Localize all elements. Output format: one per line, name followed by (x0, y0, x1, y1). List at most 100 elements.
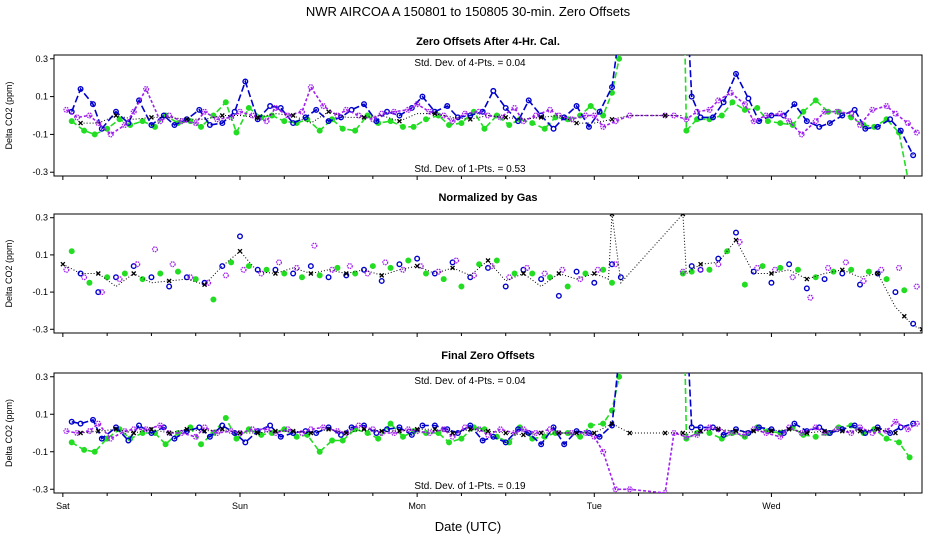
data-point-blue (361, 266, 368, 273)
data-point-purple (130, 108, 137, 115)
data-point-blue (538, 441, 545, 448)
data-point-green (883, 276, 890, 283)
data-point-blue (361, 101, 368, 108)
data-point-purple (883, 102, 890, 110)
data-point-purple (213, 429, 221, 437)
data-point-purple (461, 110, 469, 117)
x-tick-label: Tue (587, 501, 602, 511)
data-point-purple (568, 116, 575, 123)
data-point-green (476, 261, 483, 268)
data-point-purple (178, 118, 185, 125)
data-point-black (131, 430, 137, 436)
data-point-blue (619, 19, 624, 24)
data-point-green (741, 106, 748, 113)
data-point-purple (798, 429, 805, 437)
data-point-purple (81, 274, 88, 281)
data-point-green (121, 270, 128, 277)
data-point-green (440, 276, 447, 283)
data-point-green (192, 276, 199, 283)
data-point-blue (851, 106, 858, 113)
data-point-blue (502, 283, 509, 290)
panel-title: Final Zero Offsets (441, 350, 535, 362)
data-point-green (174, 268, 181, 275)
data-point-purple (157, 422, 164, 429)
data-point-blue (408, 431, 415, 438)
annotation-top: Std. Dev. of 4-Pts. = 0.04 (414, 58, 526, 69)
data-point-black (326, 426, 332, 432)
data-point-purple (453, 257, 460, 264)
data-point-blue (816, 123, 823, 130)
data-point-purple (143, 85, 150, 93)
data-point-purple (329, 266, 336, 273)
data-point-blue (750, 268, 757, 275)
y-tick-label: -0.1 (32, 287, 48, 297)
data-point-black (556, 271, 562, 276)
data-point-blue (585, 123, 592, 130)
data-point-green (895, 439, 902, 446)
data-point-blue (89, 416, 96, 423)
data-point-purple (771, 266, 779, 273)
data-point-purple (856, 424, 864, 431)
data-point-green (906, 454, 913, 461)
data-point-green (458, 120, 465, 127)
data-point-blue (337, 114, 344, 121)
data-point-purple (559, 266, 566, 273)
data-point-purple (577, 276, 584, 283)
data-point-green (609, 279, 616, 286)
data-point-black (715, 426, 721, 432)
data-point-purple (600, 123, 607, 130)
data-point-purple (143, 426, 150, 433)
data-point-purple (307, 426, 314, 433)
data-point-black (326, 109, 332, 115)
data-point-black (574, 430, 580, 436)
data-point-blue (242, 78, 249, 85)
data-point-purple (798, 131, 805, 138)
data-point-blue (378, 277, 385, 284)
data-point-blue (77, 86, 84, 93)
data-point-green (493, 257, 500, 264)
data-point-blue (550, 125, 557, 132)
data-point-green (446, 439, 453, 446)
data-point-purple (320, 424, 327, 431)
data-point-green (316, 272, 323, 279)
data-point-green (387, 264, 394, 271)
data-point-green (907, 185, 912, 190)
plot-frame (53, 54, 923, 177)
data-point-purple (546, 106, 554, 113)
data-point-blue (887, 430, 894, 437)
data-point-purple (107, 435, 114, 442)
data-point-black (148, 114, 154, 120)
data-point-green (81, 446, 88, 453)
data-point-blue (160, 112, 167, 119)
data-point-blue (373, 430, 380, 437)
data-point-purple (895, 264, 903, 271)
data-point-purple (750, 118, 757, 125)
data-point-green (369, 263, 376, 270)
data-point-purple (484, 112, 492, 119)
data-point-black (272, 428, 278, 434)
data-point-blue (688, 263, 695, 270)
data-point-purple (883, 428, 890, 435)
data-point-green (91, 131, 98, 138)
data-point-blue (573, 103, 580, 110)
data-point-purple (405, 106, 412, 113)
data-point-purple (426, 108, 433, 115)
data-point-purple (833, 426, 841, 433)
data-point-purple (763, 429, 770, 437)
data-point-purple (449, 433, 456, 440)
data-point-purple (715, 97, 722, 104)
data-point-blue (206, 121, 213, 128)
data-point-black (290, 428, 296, 434)
data-point-purple (293, 264, 300, 271)
data-point-purple (391, 108, 398, 115)
data-point-blue (826, 120, 833, 127)
data-point-black (662, 113, 668, 118)
data-point-purple (520, 426, 527, 433)
series-group (60, 214, 922, 332)
data-point-purple (741, 431, 748, 438)
data-point-blue (803, 285, 810, 292)
data-point-blue (733, 70, 740, 77)
data-point-green (139, 430, 146, 437)
data-point-blue (768, 279, 775, 286)
data-point-blue (857, 281, 864, 288)
